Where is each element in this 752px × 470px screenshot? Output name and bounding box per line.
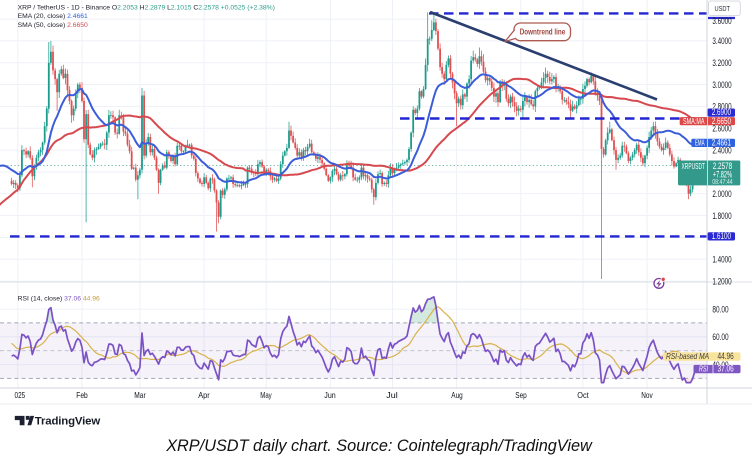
svg-text:37.06: 37.06 xyxy=(718,364,734,374)
svg-text:+7.82%: +7.82% xyxy=(713,169,732,179)
svg-text:SMA:MA: SMA:MA xyxy=(683,117,705,126)
svg-text:USDT: USDT xyxy=(715,6,731,13)
svg-text:40.00: 40.00 xyxy=(712,360,728,370)
svg-text:XRP/USDT daily chart. Source:: XRP/USDT daily chart. Source: Cointelegr… xyxy=(165,437,593,455)
svg-text:3.2000: 3.2000 xyxy=(712,58,731,68)
svg-text:EMA (20, close) 2.4661: EMA (20, close) 2.4661 xyxy=(18,13,88,20)
svg-text:80.00: 80.00 xyxy=(712,304,728,314)
svg-text:3.0000: 3.0000 xyxy=(712,80,731,90)
svg-text:EMA: EMA xyxy=(695,139,705,148)
svg-text:Feb: Feb xyxy=(76,391,88,400)
svg-text:2.6650: 2.6650 xyxy=(712,116,731,126)
svg-text:1.4000: 1.4000 xyxy=(712,255,731,265)
svg-text:3.4000: 3.4000 xyxy=(712,36,731,46)
svg-text:3.6000: 3.6000 xyxy=(712,16,731,26)
svg-text:2.0000: 2.0000 xyxy=(712,189,731,199)
svg-text:60.00: 60.00 xyxy=(712,332,728,342)
svg-text:SMA (50, close) 2.6650: SMA (50, close) 2.6650 xyxy=(18,22,88,29)
svg-text:Aug: Aug xyxy=(451,391,463,400)
svg-text:TradingView: TradingView xyxy=(35,415,101,427)
svg-text:XRP / TetherUS - 1D - Binance: XRP / TetherUS - 1D - Binance O2.2053 H2… xyxy=(18,4,275,11)
svg-text:RSI: RSI xyxy=(699,365,708,374)
svg-text:Mar: Mar xyxy=(134,391,146,400)
svg-text:May: May xyxy=(260,391,272,400)
svg-text:Nov: Nov xyxy=(641,391,653,400)
svg-text:Sep: Sep xyxy=(515,391,527,400)
svg-text:1.6100: 1.6100 xyxy=(712,231,731,241)
svg-text:Apr: Apr xyxy=(198,391,210,400)
svg-text:44.96: 44.96 xyxy=(718,351,734,361)
svg-text:1.2000: 1.2000 xyxy=(712,276,731,286)
svg-text:025: 025 xyxy=(15,391,26,400)
svg-text:08:47:44: 08:47:44 xyxy=(712,177,733,186)
svg-text:RSI-based MA: RSI-based MA xyxy=(666,352,709,361)
svg-text:2.4661: 2.4661 xyxy=(712,138,731,148)
svg-text:XRPUSDT: XRPUSDT xyxy=(682,162,706,171)
svg-text:Jun: Jun xyxy=(324,391,336,400)
svg-text:2.4000: 2.4000 xyxy=(712,145,731,155)
svg-text:1.8000: 1.8000 xyxy=(712,211,731,221)
svg-text:Downtrend line: Downtrend line xyxy=(520,28,566,37)
svg-text:2.8000: 2.8000 xyxy=(712,102,731,112)
svg-text:Oct: Oct xyxy=(577,391,589,400)
svg-text:2.2578: 2.2578 xyxy=(713,161,732,171)
svg-text:Jul: Jul xyxy=(386,391,398,400)
svg-text:2.6900: 2.6900 xyxy=(712,107,731,117)
svg-text:2.6000: 2.6000 xyxy=(712,124,731,134)
svg-text:RSI (14, close) 37.06 44.96: RSI (14, close) 37.06 44.96 xyxy=(18,295,100,302)
